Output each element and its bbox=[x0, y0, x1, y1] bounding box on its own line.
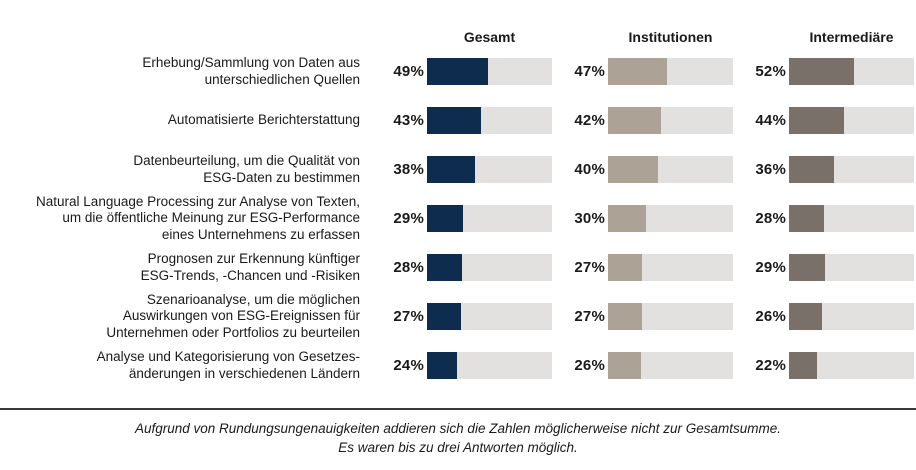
category-label: Datenbeurteilung, um die Qualität von ES… bbox=[133, 153, 360, 185]
bar-track bbox=[427, 107, 552, 134]
column-header-intermediaere: Intermediäre bbox=[809, 29, 894, 45]
column-header-institutionen: Institutionen bbox=[628, 29, 713, 45]
bar-track bbox=[789, 156, 914, 183]
value-label-gesamt: 24% bbox=[393, 357, 424, 374]
bar-fill-intermediaere bbox=[789, 352, 817, 379]
value-label-institutionen: 40% bbox=[574, 161, 605, 178]
value-label-gesamt: 38% bbox=[393, 161, 424, 178]
category-label: Prognosen zur Erkennung künftiger ESG-Tr… bbox=[140, 251, 360, 283]
bar-fill-gesamt bbox=[427, 156, 475, 183]
value-label-gesamt: 28% bbox=[393, 259, 424, 276]
value-label-intermediaere: 52% bbox=[755, 63, 786, 80]
category-label: Natural Language Processing zur Analyse … bbox=[36, 193, 360, 242]
bar-track bbox=[608, 205, 733, 232]
bar-track bbox=[789, 58, 914, 85]
bar-fill-intermediaere bbox=[789, 303, 822, 330]
bar-track bbox=[608, 352, 733, 379]
category-label: Automatisierte Berichterstattung bbox=[167, 112, 360, 128]
bar-fill-gesamt bbox=[427, 58, 489, 85]
bar-track bbox=[427, 303, 552, 330]
bar-track bbox=[427, 205, 552, 232]
bar-track bbox=[789, 254, 914, 281]
value-label-intermediaere: 26% bbox=[755, 308, 786, 325]
bar-track bbox=[608, 303, 733, 330]
chart-row: Erhebung/Sammlung von Daten aus untersch… bbox=[0, 47, 916, 96]
bar-fill-institutionen bbox=[608, 156, 658, 183]
value-label-intermediaere: 29% bbox=[755, 259, 786, 276]
bar-track bbox=[608, 58, 733, 85]
value-label-intermediaere: 44% bbox=[755, 112, 786, 129]
value-label-institutionen: 26% bbox=[574, 357, 605, 374]
category-label: Erhebung/Sammlung von Daten aus untersch… bbox=[142, 55, 360, 87]
bar-fill-intermediaere bbox=[789, 58, 854, 85]
chart-footer: Aufgrund von Rundungsungenauigkeiten add… bbox=[0, 408, 916, 457]
bar-fill-intermediaere bbox=[789, 205, 824, 232]
bar-track bbox=[608, 107, 733, 134]
bar-fill-intermediaere bbox=[789, 254, 826, 281]
chart-row: Automatisierte Berichterstattung 43% 42%… bbox=[0, 96, 916, 145]
value-label-intermediaere: 36% bbox=[755, 161, 786, 178]
value-label-gesamt: 43% bbox=[393, 112, 424, 129]
bar-track bbox=[789, 205, 914, 232]
bar-track bbox=[608, 156, 733, 183]
value-label-intermediaere: 28% bbox=[755, 210, 786, 227]
bar-track bbox=[427, 352, 552, 379]
bar-track bbox=[789, 107, 914, 134]
value-label-institutionen: 47% bbox=[574, 63, 605, 80]
value-label-intermediaere: 22% bbox=[755, 357, 786, 374]
bar-fill-institutionen bbox=[608, 107, 661, 134]
value-label-institutionen: 27% bbox=[574, 259, 605, 276]
bar-track bbox=[789, 303, 914, 330]
value-label-gesamt: 29% bbox=[393, 210, 424, 227]
bar-fill-gesamt bbox=[427, 254, 462, 281]
bar-track bbox=[608, 254, 733, 281]
column-header-gesamt: Gesamt bbox=[463, 29, 516, 45]
bar-fill-gesamt bbox=[427, 107, 481, 134]
value-label-institutionen: 42% bbox=[574, 112, 605, 129]
bar-fill-institutionen bbox=[608, 254, 642, 281]
chart-row: Natural Language Processing zur Analyse … bbox=[0, 194, 916, 243]
bar-track bbox=[427, 58, 552, 85]
bar-fill-intermediaere bbox=[789, 107, 844, 134]
bar-fill-gesamt bbox=[427, 352, 457, 379]
bar-track bbox=[427, 156, 552, 183]
grouped-bar-chart: Gesamt Institutionen Intermediäre Erhebu… bbox=[0, 24, 916, 457]
category-label: Szenarioanalyse, um die möglichen Auswir… bbox=[106, 291, 360, 340]
chart-row: Prognosen zur Erkennung künftiger ESG-Tr… bbox=[0, 243, 916, 292]
bar-fill-gesamt bbox=[427, 205, 464, 232]
divider bbox=[0, 408, 916, 410]
bar-fill-intermediaere bbox=[789, 156, 834, 183]
value-label-institutionen: 30% bbox=[574, 210, 605, 227]
value-label-gesamt: 49% bbox=[393, 63, 424, 80]
footnote-text: Aufgrund von Rundungsungenauigkeiten add… bbox=[134, 421, 782, 455]
value-label-institutionen: 27% bbox=[574, 308, 605, 325]
bar-fill-institutionen bbox=[608, 352, 641, 379]
value-label-gesamt: 27% bbox=[393, 308, 424, 325]
column-headers: Gesamt Institutionen Intermediäre bbox=[0, 24, 916, 44]
bar-fill-institutionen bbox=[608, 58, 667, 85]
bar-track bbox=[789, 352, 914, 379]
category-label: Analyse und Kategorisierung von Gesetzes… bbox=[96, 349, 360, 381]
bar-fill-institutionen bbox=[608, 205, 646, 232]
bar-track bbox=[427, 254, 552, 281]
chart-row: Analyse und Kategorisierung von Gesetzes… bbox=[0, 341, 916, 390]
bar-fill-gesamt bbox=[427, 303, 461, 330]
chart-row: Szenarioanalyse, um die möglichen Auswir… bbox=[0, 292, 916, 341]
bar-fill-institutionen bbox=[608, 303, 642, 330]
chart-row: Datenbeurteilung, um die Qualität von ES… bbox=[0, 145, 916, 194]
